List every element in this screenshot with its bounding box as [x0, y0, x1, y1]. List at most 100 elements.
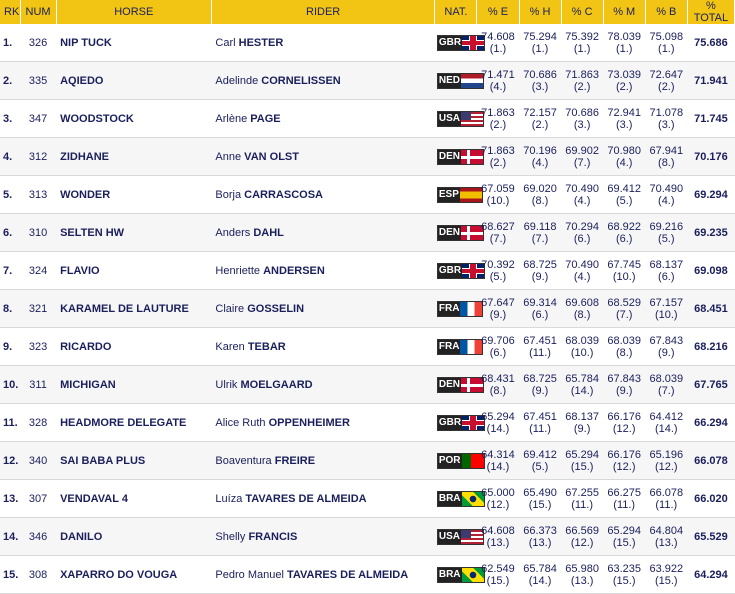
score-b: 65.196 (12.)	[645, 441, 688, 480]
horse-name[interactable]: FLAVIO	[56, 251, 212, 290]
horse-name[interactable]: RICARDO	[56, 327, 212, 366]
score-value: 65.784	[523, 562, 557, 575]
table-row[interactable]: 5. 313 WONDER Borja CARRASCOSA ESP 67.05…	[0, 175, 735, 214]
header-rank[interactable]: RK	[0, 0, 21, 24]
horse-name[interactable]: NIP TUCK	[56, 24, 212, 62]
nation-cell: GBR	[434, 403, 486, 442]
header-h[interactable]: % H	[519, 0, 562, 24]
rider-first-name: Pedro Manuel	[215, 568, 284, 581]
nation-code: GBR	[437, 35, 463, 50]
horse-name[interactable]: DANILO	[56, 517, 212, 556]
horse-name[interactable]: SELTEN HW	[56, 213, 212, 252]
horse-name[interactable]: MICHIGAN	[56, 365, 212, 404]
table-row[interactable]: 12. 340 SAI BABA PLUS Boaventura FREIRE …	[0, 441, 735, 480]
horse-name[interactable]: VENDAVAL 4	[56, 479, 212, 518]
table-row[interactable]: 2. 335 AQIEDO Adelinde CORNELISSEN NED 7…	[0, 61, 735, 100]
header-m[interactable]: % M	[603, 0, 646, 24]
rider-name[interactable]: Adelinde CORNELISSEN	[211, 61, 435, 100]
nation-badge: GBR	[436, 414, 486, 431]
rider-name[interactable]: Ulrik MOELGAARD	[211, 365, 435, 404]
rider-name[interactable]: Carl HESTER	[211, 24, 435, 62]
header-total[interactable]: % TOTAL	[687, 0, 735, 24]
horse-name[interactable]: WOODSTOCK	[56, 99, 212, 138]
nation-cell: POR	[434, 441, 485, 480]
header-nat[interactable]: NAT.	[434, 0, 478, 24]
score-value: 64.804	[649, 524, 684, 537]
horse-name[interactable]: KARAMEL DE LAUTURE	[56, 289, 212, 328]
score-value: 67.843	[607, 372, 642, 385]
score-value: 68.137	[649, 258, 684, 271]
score-place: (2.)	[573, 80, 591, 93]
rider-name[interactable]: Borja CARRASCOSA	[211, 175, 435, 214]
rider-name[interactable]: Shelly FRANCIS	[211, 517, 435, 556]
header-rider[interactable]: RIDER	[211, 0, 436, 24]
horse-name[interactable]: HEADMORE DELEGATE	[56, 403, 212, 442]
horse-name[interactable]: WONDER	[56, 175, 212, 214]
rider-name[interactable]: Pedro Manuel TAVARES DE ALMEIDA	[211, 555, 435, 594]
nation-cell: DEN	[434, 365, 484, 404]
rider-name[interactable]: Luíza TAVARES DE ALMEIDA	[211, 479, 435, 518]
rider-name[interactable]: Claire GOSSELIN	[211, 289, 435, 328]
rider-name[interactable]: Arlène PAGE	[211, 99, 435, 138]
score-place: (15.)	[654, 574, 678, 587]
score-m: 67.843 (9.)	[603, 365, 646, 404]
table-row[interactable]: 4. 312 ZIDHANE Anne VAN OLST DEN 71.863(…	[0, 137, 735, 176]
number-cell: 347	[20, 99, 57, 138]
table-row[interactable]: 14. 346 DANILO Shelly FRANCIS USA 64.608…	[0, 517, 735, 556]
horse-name[interactable]: SAI BABA PLUS	[56, 441, 212, 480]
header-c[interactable]: % C	[561, 0, 604, 24]
horse-name[interactable]: AQIEDO	[56, 61, 212, 100]
rank-cell: 6.	[0, 213, 21, 252]
flag-icon	[460, 111, 483, 126]
rider-name[interactable]: Henriette ANDERSEN	[211, 251, 435, 290]
rider-name[interactable]: Karen TEBAR	[211, 327, 435, 366]
header-num[interactable]: NUM	[20, 0, 57, 24]
table-row[interactable]: 1. 326 NIP TUCK Carl HESTER GBR 74.608 (1…	[0, 24, 735, 62]
total-score: 69.098	[687, 251, 735, 290]
score-value: 64.608	[481, 524, 515, 537]
score-place: (3.)	[531, 80, 549, 93]
flag-icon	[462, 35, 485, 50]
score-place: (7.)	[658, 384, 675, 397]
score-value: 71.471	[481, 68, 515, 81]
table-row[interactable]: 9. 323 RICARDO Karen TEBAR FRA 69.706 (6.…	[0, 327, 735, 366]
number-cell: 346	[20, 517, 57, 556]
score-h: 68.725 (9.)	[519, 365, 562, 404]
score-value: 69.020	[523, 182, 557, 195]
nation-badge: FRA	[436, 300, 484, 317]
table-row[interactable]: 3. 347 WOODSTOCK Arlène PAGE USA 71.863(…	[0, 99, 735, 138]
rider-name[interactable]: Alice Ruth OPPENHEIMER	[211, 403, 435, 442]
horse-name[interactable]: ZIDHANE	[56, 137, 212, 176]
score-place: (15.)	[612, 536, 636, 549]
table-row[interactable]: 10. 311 MICHIGAN Ulrik MOELGAARD DEN 68.…	[0, 365, 735, 404]
nation-cell: FRA	[434, 289, 484, 328]
rider-first-name: Ulrik	[215, 378, 238, 391]
table-row[interactable]: 11. 328 HEADMORE DELEGATE Alice Ruth OPP…	[0, 403, 735, 442]
table-row[interactable]: 13. 307 VENDAVAL 4 Luíza TAVARES DE ALME…	[0, 479, 735, 518]
score-place: (15.)	[528, 498, 552, 511]
score-place: (14.)	[654, 422, 678, 435]
score-place: (7.)	[531, 232, 549, 245]
rider-name[interactable]: Anders DAHL	[211, 213, 435, 252]
nation-badge: DEN	[436, 148, 484, 165]
horse-name[interactable]: XAPARRO DO VOUGA	[56, 555, 212, 594]
total-score: 67.765	[687, 365, 735, 404]
rider-name[interactable]: Boaventura FREIRE	[211, 441, 435, 480]
score-place: (3.)	[658, 118, 675, 131]
rider-name[interactable]: Anne VAN OLST	[211, 137, 435, 176]
table-row[interactable]: 7. 324 FLAVIO Henriette ANDERSEN GBR 70.…	[0, 251, 735, 290]
table-row[interactable]: 8. 321 KARAMEL DE LAUTURE Claire GOSSELI…	[0, 289, 735, 328]
score-value: 66.373	[523, 524, 557, 537]
table-row[interactable]: 6. 310 SELTEN HW Anders DAHL DEN 68.627(…	[0, 213, 735, 252]
score-value: 66.275	[607, 486, 642, 499]
table-row[interactable]: 15. 308 XAPARRO DO VOUGA Pedro Manuel TA…	[0, 555, 735, 594]
score-place: (13.)	[528, 536, 552, 549]
flag-icon	[461, 453, 484, 468]
header-e[interactable]: % E	[476, 0, 520, 24]
nation-code: BRA	[437, 491, 462, 506]
header-b[interactable]: % B	[645, 0, 688, 24]
score-m: 66.176 (12.)	[603, 403, 646, 442]
score-c: 65.980 (13.)	[561, 555, 604, 594]
header-horse[interactable]: HORSE	[56, 0, 212, 24]
